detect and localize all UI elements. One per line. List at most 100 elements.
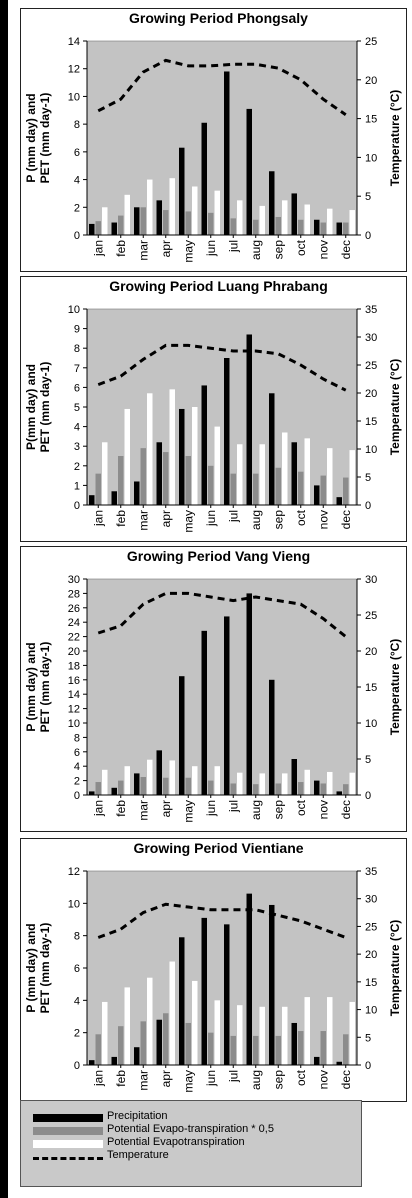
x-tick-label: jun bbox=[204, 240, 218, 257]
bar-pet-half bbox=[140, 777, 146, 795]
bar-pet-half bbox=[185, 211, 191, 235]
bar-pet-half bbox=[253, 219, 259, 235]
bar-pet-half bbox=[253, 1035, 259, 1065]
x-tick-label: aug bbox=[249, 240, 263, 260]
x-tick-label: jan bbox=[91, 240, 105, 257]
x-tick-label: sep bbox=[271, 510, 285, 530]
y2-tick-label: 20 bbox=[365, 388, 377, 400]
bar-pet bbox=[259, 205, 265, 235]
y2-axis-label: Temperature (°C) bbox=[388, 639, 402, 736]
legend-label-precipitation: Precipitation bbox=[107, 1110, 168, 1122]
bar-pet bbox=[124, 194, 130, 235]
y-axis-label: P (mm day) andPET (mm day-1) bbox=[24, 93, 52, 184]
y2-tick-label: 0 bbox=[365, 790, 371, 802]
x-tick-label: oct bbox=[294, 239, 308, 256]
bar-pet-half bbox=[95, 782, 101, 795]
y2-tick-label: 30 bbox=[365, 894, 377, 906]
bar-pet bbox=[192, 407, 198, 505]
x-tick-label: jun bbox=[204, 800, 218, 817]
bar-pet bbox=[169, 961, 175, 1065]
y-axis-label: P(mm day) andPET (mm day-1) bbox=[24, 362, 52, 453]
bar-precipitation bbox=[314, 485, 320, 505]
bar-pet-half bbox=[185, 1022, 191, 1065]
bar-pet-half bbox=[298, 471, 304, 505]
bar-pet bbox=[192, 766, 198, 795]
x-tick-label: jun bbox=[204, 510, 218, 527]
bar-pet-half bbox=[298, 782, 304, 795]
bar-pet bbox=[214, 766, 220, 795]
bar-pet bbox=[304, 438, 310, 505]
y-tick-label: 10 bbox=[68, 304, 80, 316]
x-tick-label: jan bbox=[91, 510, 105, 527]
y-tick-label: 4 bbox=[74, 422, 80, 434]
y-tick-label: 12 bbox=[68, 704, 80, 716]
legend-label-temperature: Temperature bbox=[107, 1149, 169, 1161]
bar-pet-half bbox=[140, 207, 146, 235]
bar-pet-half bbox=[118, 780, 124, 795]
bar-pet bbox=[192, 980, 198, 1065]
bar-precipitation bbox=[224, 924, 230, 1065]
bar-precipitation bbox=[134, 481, 140, 505]
legend-item-temperature: Temperature bbox=[21, 1149, 361, 1162]
bar-pet-half bbox=[185, 777, 191, 795]
bar-pet bbox=[282, 1006, 288, 1065]
legend-item-pet-half: Potential Evapo-transpiration * 0,5 bbox=[21, 1123, 361, 1136]
bar-precipitation bbox=[89, 223, 95, 235]
y-axis-label: P (mm day) andPET (mm day-1) bbox=[24, 642, 52, 733]
y-tick-label: 12 bbox=[68, 64, 80, 76]
y-tick-label: 10 bbox=[68, 898, 80, 910]
bar-pet-half bbox=[275, 783, 281, 795]
bar-precipitation bbox=[179, 676, 185, 795]
bar-pet bbox=[282, 432, 288, 505]
y2-tick-label: 15 bbox=[365, 114, 377, 126]
y-tick-label: 4 bbox=[74, 175, 80, 187]
bar-precipitation bbox=[314, 219, 320, 235]
bar-pet bbox=[147, 179, 153, 235]
bar-precipitation bbox=[156, 1019, 162, 1065]
bar-precipitation bbox=[111, 1056, 117, 1065]
y2-tick-label: 10 bbox=[365, 444, 377, 456]
bar-precipitation bbox=[134, 773, 140, 795]
x-tick-label: nov bbox=[316, 800, 330, 819]
bar-pet bbox=[214, 1000, 220, 1065]
y2-tick-label: 30 bbox=[365, 574, 377, 586]
bar-pet bbox=[124, 408, 130, 505]
y2-tick-label: 25 bbox=[365, 360, 377, 372]
bar-pet-half bbox=[208, 465, 214, 505]
bar-pet-half bbox=[230, 473, 236, 505]
bar-pet bbox=[349, 1001, 355, 1065]
bar-precipitation bbox=[246, 108, 252, 235]
y-tick-label: 14 bbox=[68, 689, 80, 701]
legend-item-pet: Potential Evapotranspiration bbox=[21, 1136, 361, 1149]
bar-precipitation bbox=[291, 193, 297, 235]
x-tick-label: oct bbox=[294, 509, 308, 526]
y2-tick-label: 10 bbox=[365, 152, 377, 164]
bar-precipitation bbox=[314, 1056, 320, 1065]
bar-pet bbox=[237, 200, 243, 235]
bar-pet bbox=[237, 444, 243, 505]
y-tick-label: 6 bbox=[74, 147, 80, 159]
bar-pet bbox=[259, 1006, 265, 1065]
x-tick-label: jan bbox=[91, 1070, 105, 1087]
bar-precipitation bbox=[224, 358, 230, 505]
bar-precipitation bbox=[269, 679, 275, 795]
plot-area bbox=[86, 870, 358, 1066]
bar-pet bbox=[169, 178, 175, 235]
x-tick-label: nov bbox=[316, 1070, 330, 1089]
bar-precipitation bbox=[246, 593, 252, 795]
chart-svg: Growing Period Vientiane 0 2 4 6 8 10 12 0 5 10 15 2… bbox=[24, 840, 402, 1093]
bar-precipitation bbox=[201, 385, 207, 505]
bar-pet-half bbox=[343, 477, 349, 505]
bar-precipitation bbox=[111, 491, 117, 505]
y2-tick-label: 0 bbox=[365, 500, 371, 512]
bar-pet bbox=[214, 426, 220, 505]
bar-pet-half bbox=[185, 456, 191, 505]
y-tick-label: 0 bbox=[74, 1060, 80, 1072]
y-tick-label: 6 bbox=[74, 963, 80, 975]
x-tick-label: may bbox=[181, 510, 195, 533]
x-tick-label: jul bbox=[226, 1070, 240, 1083]
y2-tick-label: 20 bbox=[365, 646, 377, 658]
y-tick-label: 8 bbox=[74, 343, 80, 355]
x-tick-label: dec bbox=[339, 1070, 353, 1089]
bar-pet-half bbox=[275, 467, 281, 505]
